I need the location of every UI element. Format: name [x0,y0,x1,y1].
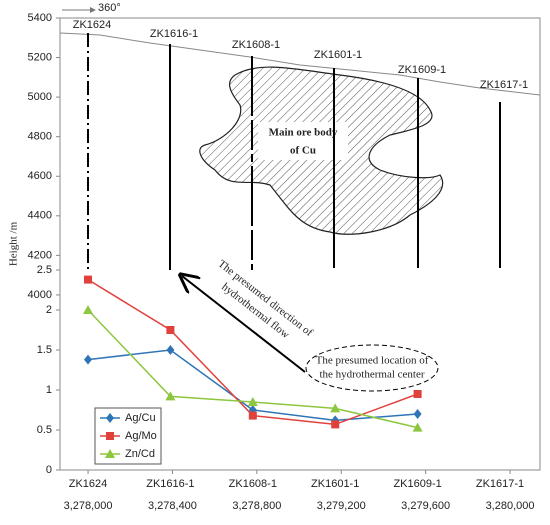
y-tick-label: 2.5 [37,264,52,276]
marker [166,345,175,355]
marker [166,326,175,334]
plot-frame [59,17,541,471]
ore-label: Main ore body [269,127,338,139]
drill-holes [87,33,501,270]
y-tick-label: 1.5 [37,344,52,356]
ore-label: of Cu [290,145,316,157]
x-tick-label: 3,278,400 [148,500,197,512]
y-tick-label: 5400 [28,12,52,24]
marker [413,390,422,398]
marker [83,305,93,314]
x-tick-label: ZK1609-1 [393,478,441,490]
borehole-label: ZK1617-1 [480,79,528,91]
x-tick-label: 3,278,000 [64,500,113,512]
y-tick-label: 5200 [28,51,52,63]
marker [106,432,114,440]
y-tick-label: 4200 [28,249,52,261]
x-tick-label: 3,278,800 [232,500,281,512]
marker [247,397,258,406]
marker [84,354,92,365]
x-tick-label: 3,280,000 [486,500,535,512]
x-tick-label: 3,279,600 [401,500,450,512]
marker [248,411,257,420]
x-tick-label: 3,279,200 [317,500,366,512]
y-axis-label: Height /m [8,221,20,266]
x-tick-label: ZK1624 [69,478,108,490]
center-ellipse [305,344,439,392]
borehole-label: ZK1609-1 [398,64,446,76]
borehole-label: ZK1616-1 [150,28,198,40]
marker [331,420,340,429]
y-tick-label: 4000 [28,289,52,301]
legend-label: Ag/Cu [125,412,156,424]
x-tick-label: ZK1616-1 [146,478,194,490]
borehole-label: ZK1608-1 [232,39,280,51]
y-tick-label: 4400 [28,210,52,222]
y-tick-label: 1 [46,384,52,396]
y-tick-label: 4600 [28,170,52,182]
topography [59,32,541,96]
y-tick-label: 0.5 [37,424,52,436]
marker [105,449,115,458]
y-tick-label: 4800 [28,131,52,143]
center-label: The presumed location of [316,355,429,367]
flow-arrow [182,276,306,373]
legend-label: Ag/Mo [125,430,157,442]
marker [106,413,114,423]
y-tick-label: 5000 [28,91,52,103]
marker [413,409,422,419]
marker [330,403,341,413]
x-tick-label: ZK1601-1 [311,478,359,490]
legend-label: Zn/Cd [125,448,155,460]
marker [84,275,92,284]
borehole-label: ZK1601-1 [314,49,362,61]
x-tick-label: ZK1617-1 [476,478,524,490]
marker [165,391,176,401]
center-label: the hydrothermal center [319,369,424,381]
y-tick-label: 2 [46,304,52,316]
north-label: 360° [98,2,121,14]
marker [412,422,423,432]
x-tick-label: ZK1608-1 [229,478,277,490]
y-tick-label: 0 [46,464,52,476]
borehole-label: ZK1624 [73,19,112,31]
